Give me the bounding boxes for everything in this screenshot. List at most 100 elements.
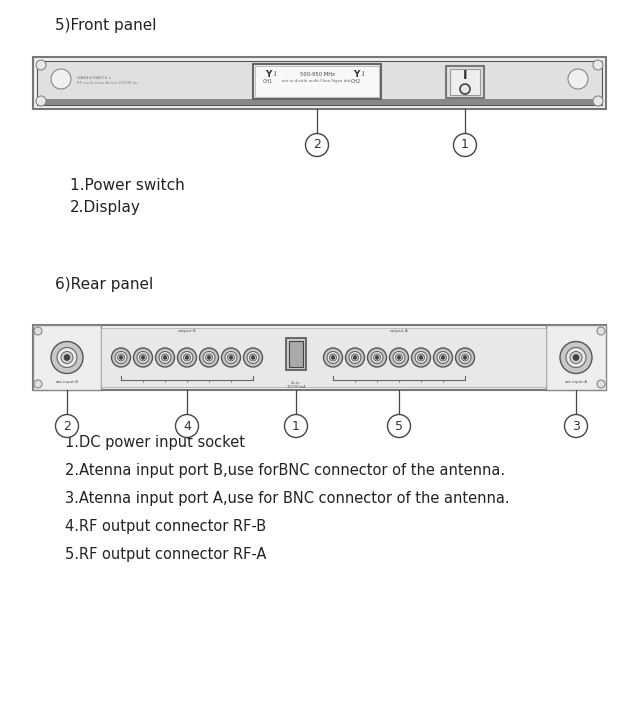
Circle shape bbox=[181, 351, 193, 364]
Text: 6)Rear panel: 6)Rear panel bbox=[55, 277, 153, 292]
Circle shape bbox=[331, 355, 335, 360]
Circle shape bbox=[119, 355, 123, 360]
Circle shape bbox=[111, 348, 130, 367]
Circle shape bbox=[247, 351, 259, 364]
Text: .l: .l bbox=[360, 71, 364, 77]
Circle shape bbox=[441, 355, 445, 360]
Circle shape bbox=[390, 348, 408, 367]
Circle shape bbox=[34, 380, 42, 388]
Circle shape bbox=[375, 355, 379, 360]
Text: 1: 1 bbox=[461, 139, 469, 151]
Bar bbox=[33, 57, 606, 109]
Circle shape bbox=[64, 355, 70, 360]
Circle shape bbox=[34, 327, 42, 335]
Text: 5: 5 bbox=[395, 419, 403, 433]
Circle shape bbox=[593, 96, 603, 106]
Circle shape bbox=[440, 354, 447, 361]
Circle shape bbox=[456, 348, 475, 367]
Circle shape bbox=[155, 348, 174, 367]
Circle shape bbox=[570, 351, 582, 364]
Text: Y: Y bbox=[353, 70, 359, 79]
Circle shape bbox=[327, 351, 339, 364]
Circle shape bbox=[141, 355, 145, 360]
Circle shape bbox=[225, 351, 237, 364]
Circle shape bbox=[566, 348, 586, 367]
Text: I: I bbox=[463, 69, 467, 82]
Bar bbox=[450, 69, 480, 95]
Circle shape bbox=[36, 60, 46, 70]
Circle shape bbox=[118, 354, 125, 361]
Text: ant-input-A: ant-input-A bbox=[564, 380, 588, 384]
Circle shape bbox=[284, 414, 307, 437]
Circle shape bbox=[115, 351, 127, 364]
Circle shape bbox=[229, 355, 233, 360]
Circle shape bbox=[367, 348, 387, 367]
Circle shape bbox=[323, 348, 343, 367]
Circle shape bbox=[454, 133, 477, 156]
Bar bbox=[37, 61, 602, 105]
Circle shape bbox=[593, 60, 603, 70]
Text: 2: 2 bbox=[63, 419, 71, 433]
Circle shape bbox=[459, 351, 471, 364]
Circle shape bbox=[159, 351, 171, 364]
Text: 2.Atenna input port B,use forBNC connector of the antenna.: 2.Atenna input port B,use forBNC connect… bbox=[65, 463, 505, 478]
Text: output-B: output-B bbox=[178, 329, 196, 333]
Text: 4.RF output connector RF-B: 4.RF output connector RF-B bbox=[65, 519, 266, 534]
Circle shape bbox=[597, 380, 605, 388]
Circle shape bbox=[51, 341, 83, 374]
Circle shape bbox=[437, 351, 449, 364]
Circle shape bbox=[178, 348, 197, 367]
Bar bbox=[546, 325, 606, 390]
Text: ant-input-B: ant-input-B bbox=[56, 380, 79, 384]
Circle shape bbox=[564, 414, 587, 437]
Text: dc-in: dc-in bbox=[291, 381, 301, 385]
Text: 1.DC power input socket: 1.DC power input socket bbox=[65, 435, 245, 450]
Circle shape bbox=[387, 414, 410, 437]
Circle shape bbox=[415, 351, 427, 364]
Circle shape bbox=[185, 355, 189, 360]
Text: 5)Front panel: 5)Front panel bbox=[55, 18, 157, 33]
Circle shape bbox=[417, 354, 424, 361]
Circle shape bbox=[560, 341, 592, 374]
Circle shape bbox=[207, 355, 211, 360]
Text: output-A: output-A bbox=[390, 329, 408, 333]
Text: UA844/UA874 s: UA844/UA874 s bbox=[77, 76, 111, 80]
Bar bbox=[253, 64, 381, 99]
Bar bbox=[446, 66, 484, 98]
Text: CH2: CH2 bbox=[351, 79, 361, 84]
Circle shape bbox=[330, 354, 337, 361]
Circle shape bbox=[176, 414, 199, 437]
Bar bbox=[101, 328, 546, 387]
Circle shape bbox=[51, 69, 71, 89]
Circle shape bbox=[460, 84, 470, 94]
Circle shape bbox=[139, 354, 146, 361]
Circle shape bbox=[243, 348, 263, 367]
Bar bbox=[255, 66, 379, 97]
Text: 1.Power switch: 1.Power switch bbox=[70, 178, 185, 193]
Bar bbox=[33, 325, 101, 390]
Text: 2: 2 bbox=[313, 139, 321, 151]
Circle shape bbox=[163, 355, 167, 360]
Text: 500-950 MHz: 500-950 MHz bbox=[300, 72, 334, 77]
Text: RF multi-chan Active DISTRI bu: RF multi-chan Active DISTRI bu bbox=[77, 81, 137, 85]
Circle shape bbox=[597, 327, 605, 335]
Circle shape bbox=[463, 355, 467, 360]
Circle shape bbox=[374, 354, 380, 361]
Text: 2.Display: 2.Display bbox=[70, 200, 141, 215]
Circle shape bbox=[353, 355, 357, 360]
Circle shape bbox=[412, 348, 431, 367]
Bar bbox=[286, 338, 306, 370]
Text: 3.Atenna input port A,use for BNC connector of the antenna.: 3.Atenna input port A,use for BNC connec… bbox=[65, 491, 510, 506]
Text: 12V700mA: 12V700mA bbox=[286, 385, 305, 389]
Circle shape bbox=[134, 348, 153, 367]
Circle shape bbox=[573, 355, 579, 360]
Circle shape bbox=[36, 96, 46, 106]
Circle shape bbox=[393, 351, 405, 364]
Circle shape bbox=[349, 351, 361, 364]
Circle shape bbox=[61, 351, 73, 364]
Circle shape bbox=[203, 351, 215, 364]
Circle shape bbox=[396, 354, 403, 361]
Bar bbox=[289, 341, 303, 367]
Circle shape bbox=[251, 355, 255, 360]
Circle shape bbox=[433, 348, 452, 367]
